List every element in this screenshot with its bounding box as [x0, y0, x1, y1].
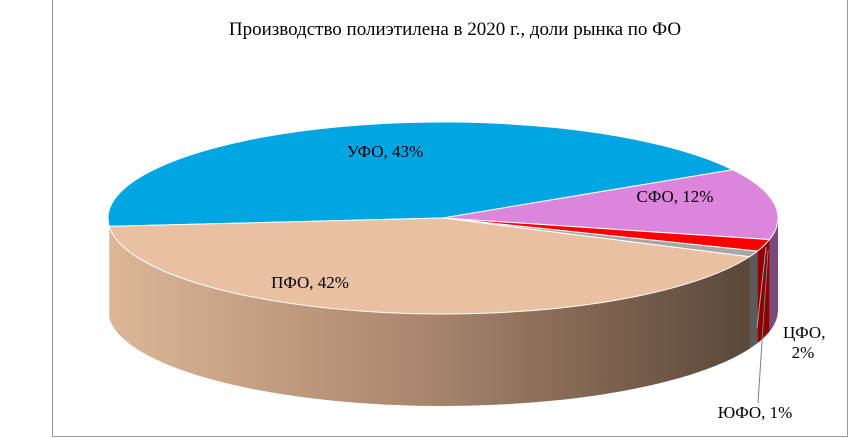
slice-side: [757, 239, 770, 344]
slice-side: [769, 218, 779, 332]
chart-title: Производство полиэтилена в 2020 г., доли…: [228, 19, 682, 40]
data-label: ЦФО, 2%: [783, 323, 826, 362]
data-label: УФО, 43%: [346, 142, 424, 161]
frame: [52, 0, 848, 437]
slice: [442, 169, 779, 241]
data-label: СФО, 12%: [636, 187, 714, 206]
slice: [108, 217, 751, 315]
slice-side: [749, 251, 758, 349]
slice: [107, 121, 735, 227]
data-label: ЮФО, 1%: [717, 403, 793, 422]
slice-side: [109, 226, 750, 406]
leader-line: [756, 246, 767, 329]
data-label: ПФО, 42%: [271, 273, 349, 292]
leader-line: [757, 249, 769, 404]
